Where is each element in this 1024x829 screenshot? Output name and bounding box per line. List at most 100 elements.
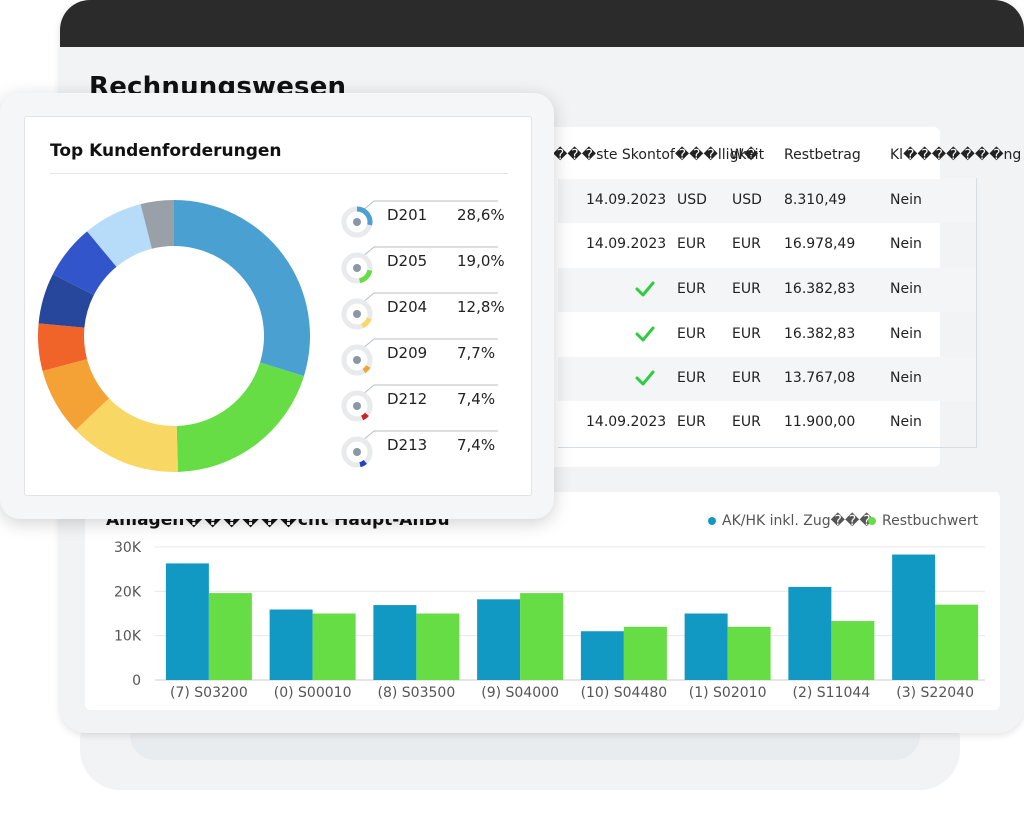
bar-book-value[interactable] [623, 626, 667, 680]
donut-legend-percent: 19,0% [457, 252, 505, 270]
table-border [976, 178, 977, 448]
donut-legend-item[interactable]: D204 12,8% [340, 291, 505, 331]
bar-book-value[interactable] [208, 593, 252, 680]
cell-clearing: Nein [890, 281, 922, 297]
mini-gauge-icon [341, 292, 498, 330]
cell-amount: 16.382,83 [784, 281, 856, 297]
x-tick-label: (7) S03200 [170, 685, 248, 701]
cell-currency: EUR [732, 326, 761, 342]
y-tick-label: 30K [114, 540, 142, 556]
x-tick-label: (9) S04000 [481, 685, 559, 701]
bar-cost[interactable] [580, 631, 624, 680]
legend-item-series-1[interactable]: AK/HK inkl. Zug��� [708, 513, 874, 529]
donut-legend-code: D201 [387, 206, 428, 224]
legend-label: AK/HK inkl. Zug��� [722, 513, 874, 529]
column-header-remaining-amount[interactable]: Restbetrag [784, 147, 861, 163]
cell-currency: EUR [677, 281, 706, 297]
cell-currency: EUR [677, 236, 706, 252]
x-tick-label: (1) S02010 [689, 685, 767, 701]
bar-cost[interactable] [477, 599, 521, 680]
cell-currency: EUR [732, 281, 761, 297]
cell-amount: 13.767,08 [784, 370, 856, 386]
check-icon [635, 281, 655, 297]
bar-book-value[interactable] [831, 621, 875, 680]
x-tick-label: (0) S00010 [274, 685, 352, 701]
mini-gauge-icon [341, 338, 498, 376]
cell-currency: EUR [677, 370, 706, 386]
mini-gauge-icon [341, 200, 498, 238]
donut-slice[interactable] [174, 200, 311, 377]
cell-clearing: Nein [890, 326, 922, 342]
cell-amount: 11.900,00 [784, 414, 856, 430]
cell-currency: EUR [732, 414, 761, 430]
donut-slice[interactable] [42, 359, 109, 431]
bar-cost[interactable] [788, 586, 832, 680]
y-tick-label: 10K [114, 629, 142, 645]
donut-slice[interactable] [75, 398, 179, 472]
column-header-currency[interactable]: W� [730, 147, 759, 163]
cell-clearing: Nein [890, 192, 922, 208]
donut-legend-percent: 7,4% [457, 390, 496, 408]
bar-cost[interactable] [373, 605, 417, 680]
bar-cost[interactable] [684, 613, 728, 681]
table-row[interactable]: EUR EUR 16.382,83 Nein [558, 268, 976, 312]
table-row[interactable]: 14.09.2023 EUR EUR 11.900,00 Nein [558, 401, 976, 445]
table-row[interactable]: EUR EUR 16.382,83 Nein [558, 313, 976, 357]
bar-book-value[interactable] [727, 626, 771, 680]
legend-label: Restbuchwert [882, 513, 979, 529]
table-row[interactable]: 14.09.2023 EUR EUR 16.978,49 Nein [558, 223, 976, 267]
mini-gauge-icon [341, 246, 498, 284]
donut-slice[interactable] [140, 200, 174, 249]
donut-legend-code: D205 [387, 252, 428, 270]
donut-legend-item[interactable]: D212 7,4% [340, 383, 500, 423]
bar-book-value[interactable] [935, 604, 979, 680]
donut-slice[interactable] [37, 323, 88, 371]
cell-date: 14.09.2023 [586, 414, 667, 430]
window-titlebar [60, 0, 1024, 47]
bar-book-value[interactable] [416, 613, 460, 681]
cell-currency: EUR [732, 236, 761, 252]
column-header-discount-date[interactable]: ���ste Skontof���lligkeit [553, 147, 765, 163]
y-tick-label: 0 [132, 673, 141, 689]
donut-title: Top Kundenforderungen [50, 141, 282, 161]
cell-clearing: Nein [890, 414, 922, 430]
donut-slice[interactable] [38, 274, 94, 328]
donut-legend-percent: 28,6% [457, 206, 505, 224]
legend-item-series-2[interactable]: Restbuchwert [868, 513, 978, 529]
column-header-clearing[interactable]: Kl�������ng [890, 147, 1022, 163]
check-icon [635, 326, 655, 342]
legend-marker [708, 517, 716, 525]
donut-legend-code: D209 [387, 344, 428, 362]
bar-cost[interactable] [892, 554, 936, 680]
bar-cost[interactable] [165, 563, 209, 680]
table-row[interactable]: EUR EUR 13.767,08 Nein [558, 357, 976, 401]
x-tick-label: (10) S04480 [581, 685, 668, 701]
donut-legend-item[interactable]: D201 28,6% [340, 199, 505, 239]
cell-currency: EUR [677, 414, 706, 430]
cell-amount: 16.978,49 [784, 236, 856, 252]
cell-date: 14.09.2023 [586, 192, 667, 208]
mini-gauge-icon [341, 384, 498, 422]
table-row[interactable]: 14.09.2023 USD USD 8.310,49 Nein [558, 179, 976, 223]
cell-clearing: Nein [890, 236, 922, 252]
cell-currency: USD [732, 192, 762, 208]
donut-legend-item[interactable]: D209 7,7% [340, 337, 500, 377]
cell-currency: EUR [732, 370, 761, 386]
donut-slice[interactable] [87, 204, 152, 267]
donut-legend-item[interactable]: D213 7,4% [340, 429, 500, 469]
bar-chart: 0 10K 20K 30K (7) S03200 (0) S00010 (8) S03500… [114, 540, 985, 701]
donut-legend-code: D213 [387, 436, 428, 454]
donut-slice[interactable] [176, 362, 304, 472]
x-tick-label: (2) S11044 [793, 685, 871, 701]
divider [50, 173, 508, 174]
mini-gauge-icon [341, 430, 498, 468]
donut-slice[interactable] [52, 231, 117, 296]
donut-legend-code: D204 [387, 298, 428, 316]
bar-book-value[interactable] [312, 613, 356, 681]
donut-legend-item[interactable]: D205 19,0% [340, 245, 505, 285]
donut-legend-code: D212 [387, 390, 428, 408]
cell-date: 14.09.2023 [586, 236, 667, 252]
bar-book-value[interactable] [520, 593, 564, 680]
bar-cost[interactable] [269, 609, 313, 680]
legend-marker [868, 517, 876, 525]
